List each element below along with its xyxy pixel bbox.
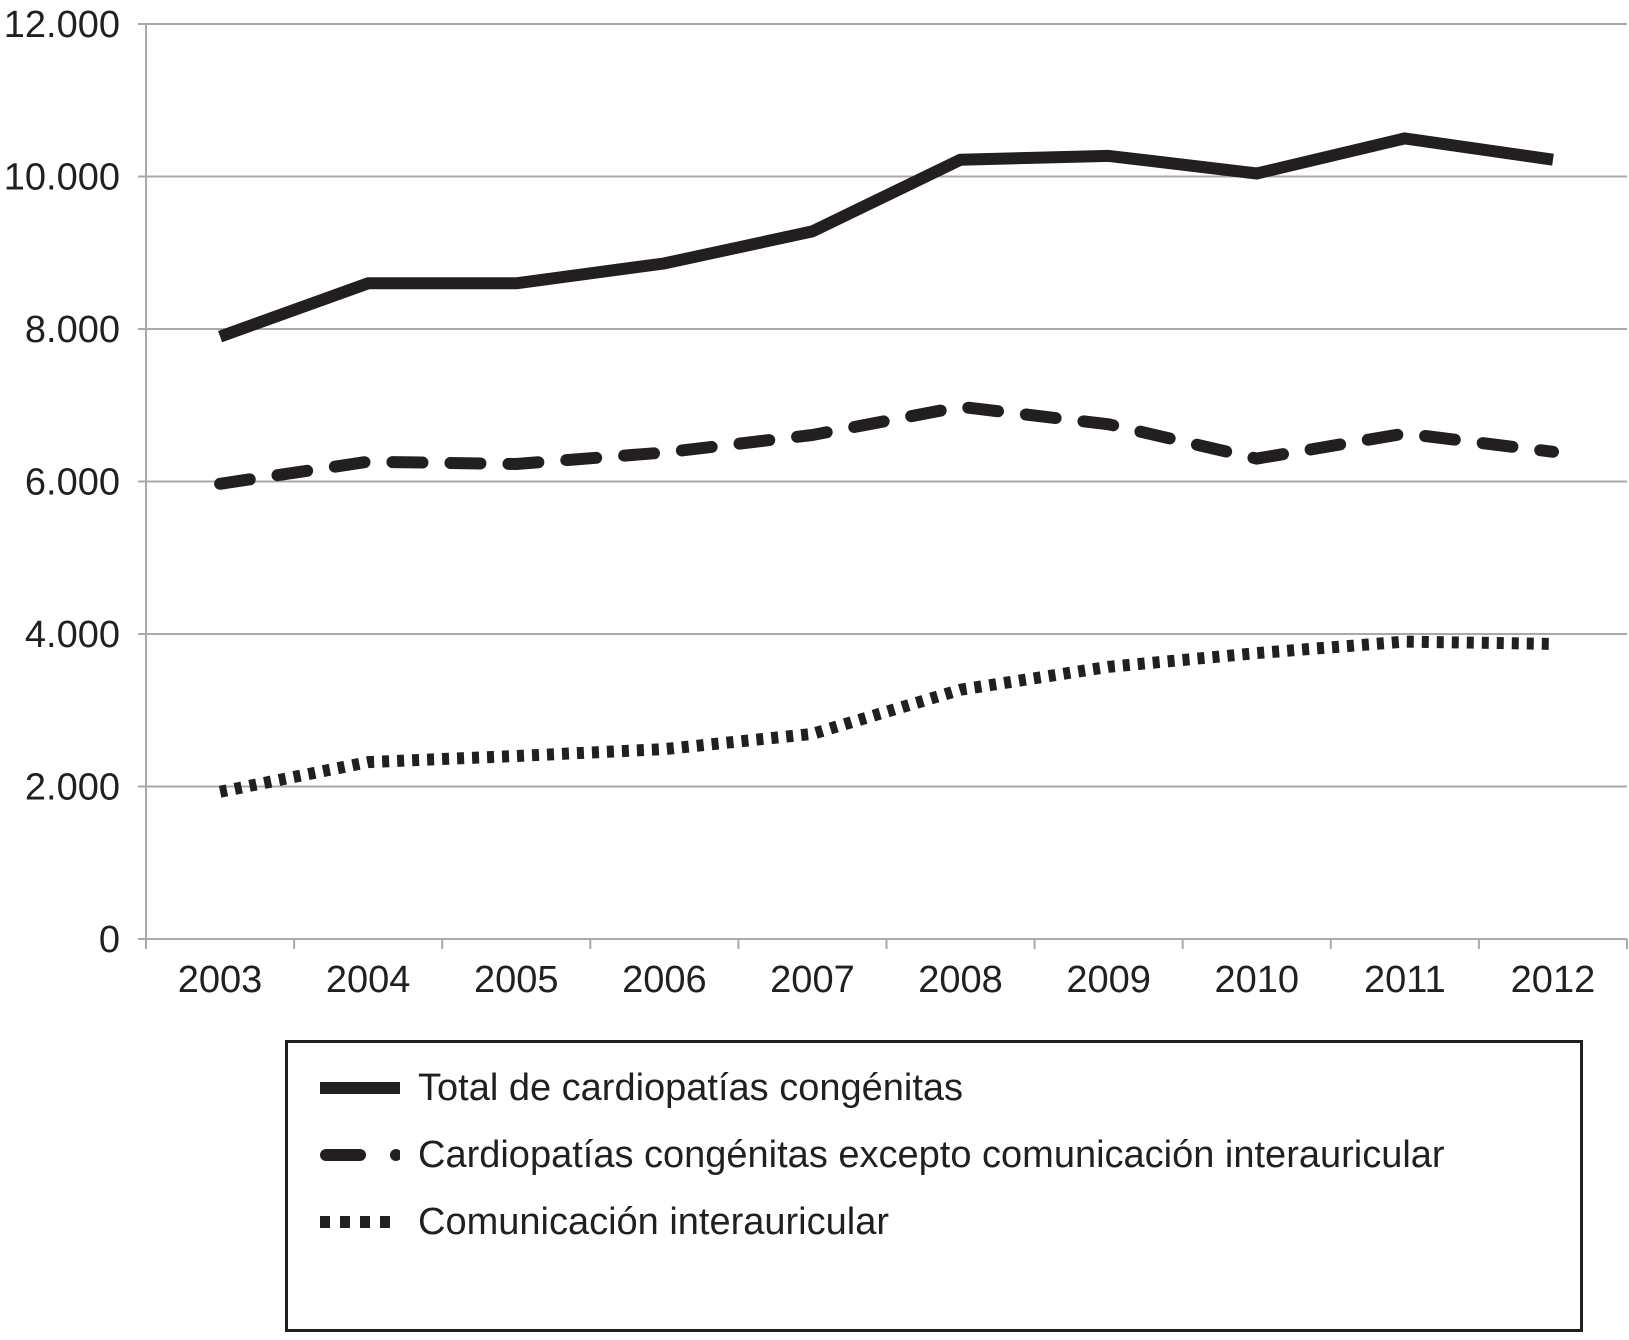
x-tick-label: 2006 bbox=[622, 959, 707, 1001]
x-tick-label: 2004 bbox=[326, 959, 411, 1001]
y-tick-label: 2.000 bbox=[25, 767, 120, 809]
legend-swatch-dashed-icon bbox=[320, 1149, 400, 1161]
y-tick-label: 0 bbox=[99, 919, 120, 961]
series-line-dashed bbox=[214, 400, 1559, 490]
y-tick-label: 8.000 bbox=[25, 309, 120, 351]
y-tick-label: 4.000 bbox=[25, 614, 120, 656]
legend-label: Cardiopatías congénitas excepto comunica… bbox=[418, 1134, 1445, 1176]
series-line-solid bbox=[218, 132, 1554, 343]
x-tick-label: 2003 bbox=[178, 959, 263, 1001]
y-tick-label: 6.000 bbox=[25, 462, 120, 504]
y-tick-label: 10.000 bbox=[4, 157, 120, 199]
x-tick-label: 2011 bbox=[1364, 959, 1446, 1001]
x-tick-label: 2007 bbox=[770, 959, 855, 1001]
x-tick-label: 2010 bbox=[1214, 959, 1299, 1001]
legend-swatch-solid-icon bbox=[320, 1082, 400, 1094]
axes bbox=[138, 24, 1628, 949]
gridlines bbox=[138, 23, 1627, 788]
x-tick-label: 2008 bbox=[918, 959, 1003, 1001]
x-axis-tick-labels: 2003 2004 2005 2006 2007 2008 2009 2010 2011 2012 bbox=[178, 959, 1595, 1001]
legend-swatch-dotted-icon bbox=[320, 1216, 400, 1228]
x-tick-label: 2009 bbox=[1066, 959, 1151, 1001]
y-axis-tick-labels: 0 2.000 4.000 6.000 8.000 10.000 12.000 bbox=[4, 4, 120, 961]
series-line-dotted bbox=[218, 635, 1554, 798]
x-tick-label: 2012 bbox=[1511, 959, 1596, 1001]
legend-label: Comunicación interauricular bbox=[418, 1201, 889, 1243]
y-tick-label: 12.000 bbox=[4, 4, 120, 46]
x-tick-label: 2005 bbox=[474, 959, 559, 1001]
series-lines bbox=[214, 132, 1559, 798]
legend: Total de cardiopatías congénitas Cardiop… bbox=[285, 1040, 1583, 1332]
legend-label: Total de cardiopatías congénitas bbox=[418, 1067, 964, 1109]
